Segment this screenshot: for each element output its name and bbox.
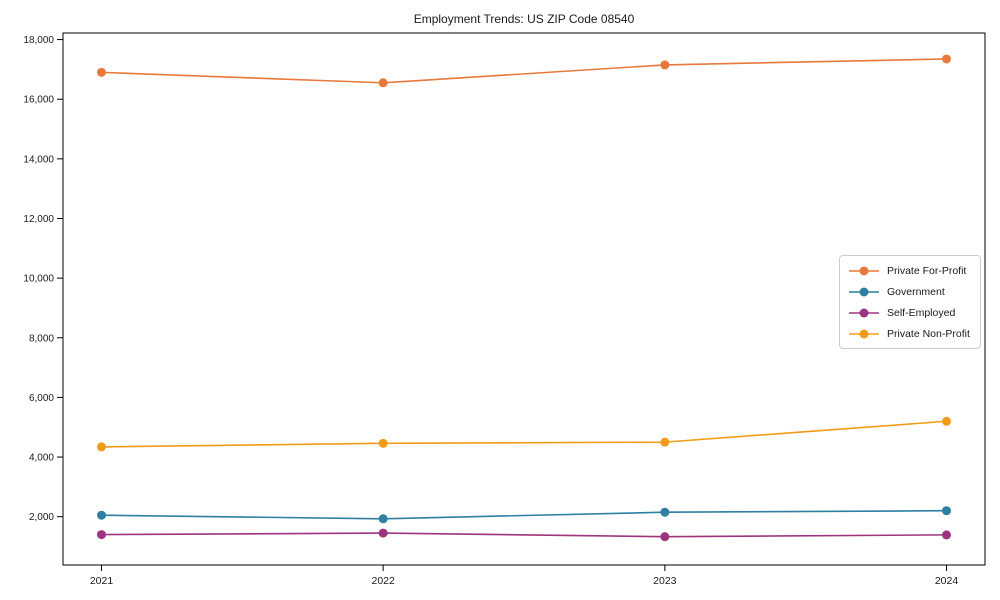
legend-label: Private For-Profit [887,264,967,277]
legend-marker-self-employed-icon [849,308,879,317]
data-point-private-non-profit-2021 [97,442,106,452]
plot-frame [62,32,986,566]
series-private-for-profit [97,54,951,88]
data-point-private-for-profit-2022 [378,78,388,88]
x-tick-label: 2022 [371,575,395,587]
legend-item-self-employed: Self-Employed [849,302,980,323]
y-tick-label: 2,000 [29,512,54,523]
data-point-private-non-profit-2022 [378,438,388,448]
legend-marker-private-non-profit-icon [849,329,879,338]
data-point-government-2021 [97,510,106,520]
y-tick-label: 12,000 [23,214,54,225]
chart-title: Employment Trends: US ZIP Code 08540 [413,12,635,26]
line-self-employed [101,532,947,538]
series-self-employed [97,528,951,542]
x-axis: 2021 2022 2023 2024 [90,565,959,587]
legend-item-private-for-profit: Private For-Profit [849,260,980,281]
data-point-private-for-profit-2023 [660,60,670,70]
series-private-non-profit [97,416,951,452]
y-tick-label: 10,000 [23,274,54,285]
data-point-private-for-profit-2021 [97,67,106,77]
x-tick-label: 2021 [90,575,114,587]
x-tick-label: 2024 [935,575,959,587]
legend-marker-government-icon [849,287,879,296]
legend-marker-private-for-profit-icon [849,266,879,275]
data-point-self-employed-2024 [942,530,951,540]
y-axis: 2,000 4,000 6,000 8,000 10,000 12,000 14,000 16… [23,35,63,523]
data-point-government-2024 [942,506,951,516]
line-private-for-profit [101,58,947,84]
line-government [101,509,947,520]
data-point-self-employed-2023 [660,532,670,542]
series-government [97,506,951,524]
data-point-government-2023 [660,507,670,517]
legend-label: Self-Employed [887,306,956,319]
data-point-private-non-profit-2024 [942,416,951,426]
data-point-government-2022 [378,514,388,524]
legend-label: Private Non-Profit [887,327,970,340]
y-tick-label: 18,000 [23,35,54,46]
line-private-non-profit [101,420,947,448]
data-point-private-for-profit-2024 [942,54,951,64]
data-point-self-employed-2022 [378,528,388,538]
x-tick-label: 2023 [653,575,677,587]
legend-item-government: Government [849,281,980,302]
y-tick-label: 14,000 [23,154,54,165]
y-tick-label: 8,000 [29,333,54,344]
y-tick-label: 6,000 [29,393,54,404]
y-tick-label: 16,000 [23,95,54,106]
y-tick-label: 4,000 [29,453,54,464]
data-point-private-non-profit-2023 [660,437,670,447]
legend-item-private-non-profit: Private Non-Profit [849,323,980,344]
legend-label: Government [887,285,945,298]
data-point-self-employed-2021 [97,530,106,540]
legend: Private For-Profit Government Self-Employe… [839,255,981,349]
